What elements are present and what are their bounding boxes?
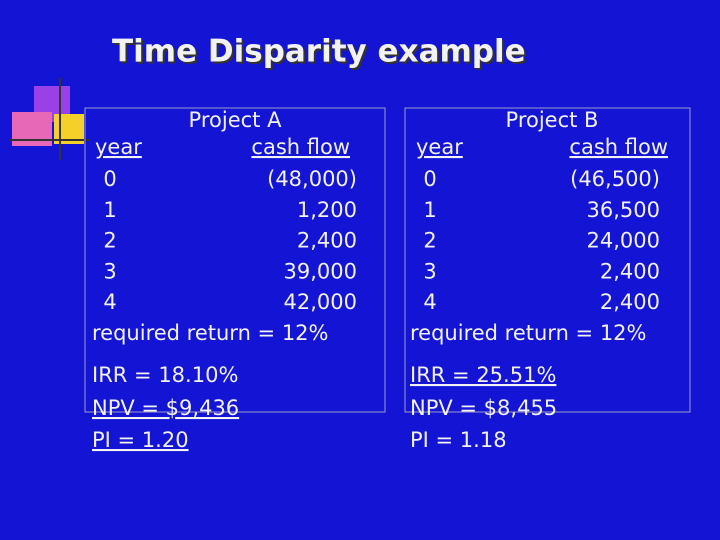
year-cell: 1 xyxy=(423,198,436,222)
cash-flow-cell: (48,000) xyxy=(267,167,357,191)
year-cell: 2 xyxy=(423,229,436,253)
required-return: required return = 12% xyxy=(410,321,647,345)
cash-flow-cell: 2,400 xyxy=(600,259,660,283)
title-shadow: Time Disparity example xyxy=(114,36,528,72)
heading: Project A xyxy=(189,108,283,132)
col-header: year xyxy=(95,135,142,159)
cash-flow-cell: 36,500 xyxy=(587,198,660,222)
cash-flow-cell: 39,000 xyxy=(284,259,357,283)
heading: Project B xyxy=(506,108,599,132)
panel-a xyxy=(84,107,386,413)
panel-b xyxy=(404,107,691,413)
cash-flow-cell: 2,400 xyxy=(297,229,357,253)
result: IRR = 25.51% xyxy=(410,363,556,387)
year-cell: 0 xyxy=(423,167,436,191)
year-cell: 4 xyxy=(423,290,436,314)
year-cell: 2 xyxy=(103,229,116,253)
decoration xyxy=(10,78,90,160)
col-header: year xyxy=(416,135,463,159)
result: NPV = $9,436 xyxy=(92,396,239,420)
year-cell: 3 xyxy=(423,259,436,283)
year-cell: 3 xyxy=(103,259,116,283)
col-header: cash flow xyxy=(569,135,668,159)
year-cell: 1 xyxy=(103,198,116,222)
result: NPV = $8,455 xyxy=(410,396,557,420)
title: Time Disparity example xyxy=(112,34,526,70)
cash-flow-cell: 42,000 xyxy=(284,290,357,314)
year-cell: 0 xyxy=(103,167,116,191)
result: PI = 1.20 xyxy=(92,428,189,452)
cash-flow-cell: 2,400 xyxy=(600,290,660,314)
result: IRR = 18.10% xyxy=(92,363,238,387)
col-header: cash flow xyxy=(251,135,350,159)
required-return: required return = 12% xyxy=(92,321,329,345)
cash-flow-cell: (46,500) xyxy=(570,167,660,191)
year-cell: 4 xyxy=(103,290,116,314)
result: PI = 1.18 xyxy=(410,428,507,452)
cash-flow-cell: 1,200 xyxy=(297,198,357,222)
cash-flow-cell: 24,000 xyxy=(587,229,660,253)
